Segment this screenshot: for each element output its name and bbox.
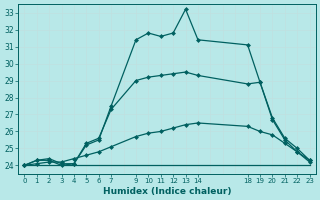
X-axis label: Humidex (Indice chaleur): Humidex (Indice chaleur) <box>103 187 231 196</box>
